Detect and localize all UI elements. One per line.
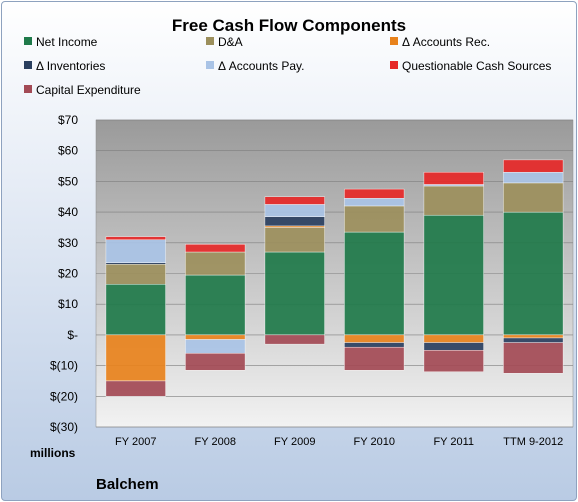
bar-segment-capital-expenditure bbox=[423, 350, 484, 372]
legend-swatch-delta-accounts-rec bbox=[390, 37, 398, 45]
legend-label-delta-inventories: Δ Inventories bbox=[36, 59, 105, 73]
bar-segment-delta-inventories bbox=[344, 342, 405, 348]
y-tick-label: $40 bbox=[58, 205, 78, 219]
bar-segment-questionable-cash-sources bbox=[264, 196, 325, 205]
bar-segment-delta-accounts-rec bbox=[344, 334, 405, 343]
x-category-label: FY 2010 bbox=[354, 436, 395, 448]
x-category-label: FY 2008 bbox=[195, 436, 236, 448]
bar-segment-delta-accounts-pay bbox=[185, 339, 246, 354]
legend-label-capital-expenditure: Capital Expenditure bbox=[36, 83, 141, 97]
chart-title: Free Cash Flow Components bbox=[172, 16, 406, 35]
bar-segment-d-a bbox=[105, 264, 166, 285]
y-tick-label: $70 bbox=[58, 113, 78, 127]
legend-swatch-capital-expenditure bbox=[24, 85, 32, 93]
bar-segment-delta-accounts-rec bbox=[423, 334, 484, 343]
y-tick-label: $10 bbox=[58, 297, 78, 311]
y-tick-label: $- bbox=[67, 328, 78, 342]
bar-segment-d-a bbox=[344, 205, 405, 233]
y-tick-label: $30 bbox=[58, 236, 78, 250]
bar-segment-delta-accounts-rec bbox=[264, 225, 325, 228]
bar-segment-delta-accounts-pay bbox=[105, 239, 166, 263]
bar-segment-delta-inventories bbox=[503, 337, 564, 343]
bar-segment-delta-accounts-pay bbox=[344, 198, 405, 207]
bar-segment-d-a bbox=[503, 182, 564, 213]
bar-segment-net-income bbox=[185, 274, 246, 336]
bar-segment-capital-expenditure bbox=[105, 380, 166, 397]
bar-segment-questionable-cash-sources bbox=[503, 159, 564, 173]
bar-segment-capital-expenditure bbox=[503, 342, 564, 374]
legend-label-delta-accounts-pay: Δ Accounts Pay. bbox=[218, 59, 305, 73]
y-tick-label: $20 bbox=[58, 267, 78, 281]
x-category-label: FY 2009 bbox=[274, 436, 315, 448]
bar-segment-questionable-cash-sources bbox=[185, 244, 246, 253]
y-tick-label: $50 bbox=[58, 174, 78, 188]
bar-segment-net-income bbox=[344, 231, 405, 336]
bar-segment-delta-inventories bbox=[264, 216, 325, 227]
bar-segment-delta-accounts-pay bbox=[423, 184, 484, 187]
bar-segment-questionable-cash-sources bbox=[105, 236, 166, 240]
legend: Net Income D&A Δ Accounts Rec. Δ Inventorie… bbox=[24, 35, 551, 97]
bar-segment-delta-accounts-pay bbox=[503, 171, 564, 184]
bar-stacks bbox=[105, 159, 564, 397]
legend-swatch-questionable-cash-sources bbox=[390, 61, 398, 69]
bar-segment-delta-accounts-rec bbox=[185, 334, 246, 340]
y-unit-label: millions bbox=[30, 446, 76, 460]
bar-segment-capital-expenditure bbox=[264, 334, 325, 345]
bar-segment-questionable-cash-sources bbox=[344, 188, 405, 199]
x-category-label: TTM 9-2012 bbox=[503, 436, 563, 448]
x-axis-categories: FY 2007 FY 2008 FY 2009 FY 2010 FY 2011 TTM 9… bbox=[115, 436, 563, 448]
legend-swatch-delta-accounts-pay bbox=[206, 61, 214, 69]
bar-segment-net-income bbox=[423, 214, 484, 336]
y-tick-label: $(10) bbox=[50, 359, 78, 373]
legend-swatch-d-a bbox=[206, 37, 214, 45]
legend-swatch-delta-inventories bbox=[24, 61, 32, 69]
bar-segment-delta-accounts-pay bbox=[264, 204, 325, 217]
bar-segment-net-income bbox=[105, 284, 166, 336]
bar-segment-d-a bbox=[423, 185, 484, 216]
x-category-label: FY 2007 bbox=[115, 436, 156, 448]
bar-segment-d-a bbox=[185, 251, 246, 276]
bar-segment-delta-inventories bbox=[423, 342, 484, 351]
bar-segment-delta-accounts-rec bbox=[105, 334, 166, 382]
legend-swatch-net-income bbox=[24, 37, 32, 45]
bar-segment-capital-expenditure bbox=[344, 346, 405, 371]
legend-label-d-a: D&A bbox=[218, 35, 243, 49]
bar-segment-capital-expenditure bbox=[185, 353, 246, 371]
y-tick-label: $(20) bbox=[50, 389, 78, 403]
bar-segment-delta-inventories bbox=[105, 262, 166, 265]
legend-label-net-income: Net Income bbox=[36, 35, 98, 49]
y-tick-label: $60 bbox=[58, 144, 78, 158]
legend-label-questionable-cash-sources: Questionable Cash Sources bbox=[402, 59, 551, 73]
x-category-label: FY 2011 bbox=[433, 436, 474, 448]
bar-segment-net-income bbox=[264, 251, 325, 336]
bar-segment-d-a bbox=[264, 227, 325, 253]
bar-segment-questionable-cash-sources bbox=[423, 171, 484, 185]
company-name: Balchem bbox=[96, 476, 159, 493]
bar-segment-delta-accounts-rec bbox=[503, 334, 564, 339]
legend-label-delta-accounts-rec: Δ Accounts Rec. bbox=[402, 35, 490, 49]
y-axis-ticks: $70 $60 $50 $40 $30 $20 $10 $- $(10) $(20) $(30) bbox=[50, 113, 78, 434]
bar-segment-net-income bbox=[503, 211, 564, 336]
y-tick-label: $(30) bbox=[50, 420, 78, 434]
gridlines bbox=[96, 119, 573, 428]
